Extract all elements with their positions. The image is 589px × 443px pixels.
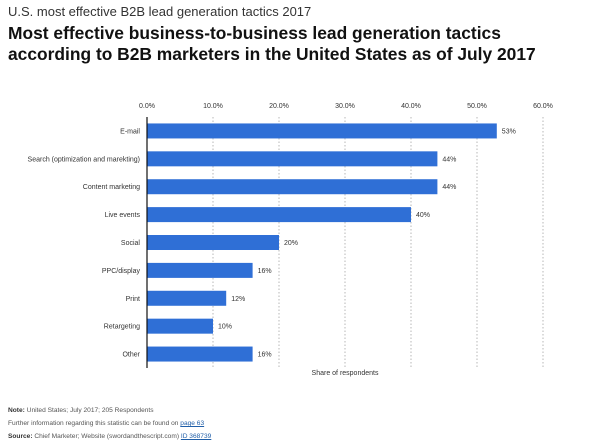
data-label: 20% xyxy=(284,240,298,247)
bar xyxy=(147,179,438,195)
further-info-text: Further information regarding this stati… xyxy=(8,420,179,427)
data-label: 44% xyxy=(442,184,456,191)
category-label: Other xyxy=(122,352,140,359)
x-tick-label: 0.0% xyxy=(139,103,155,110)
bar-chart: 0.0% 10.0% 20.0% 30.0% 40.0% 50.0% 60.0% E-mail… xyxy=(28,103,553,377)
category-label: Live events xyxy=(105,212,141,219)
bar xyxy=(147,318,213,334)
chart-notes: Note: United States; July 2017; 205 Resp… xyxy=(8,404,211,443)
category-label: E-mail xyxy=(120,128,140,135)
x-axis-title: Share of respondents xyxy=(312,370,379,377)
page-link[interactable]: page 63 xyxy=(180,420,205,427)
note-label: Note: xyxy=(8,407,25,414)
x-tick-label: 60.0% xyxy=(533,103,553,110)
data-label: 10% xyxy=(218,324,232,331)
bar xyxy=(147,346,253,362)
category-label: Retargeting xyxy=(104,324,140,331)
bar xyxy=(147,235,279,250)
x-tick-label: 20.0% xyxy=(269,103,289,110)
data-label: 40% xyxy=(416,212,430,219)
data-label: 16% xyxy=(258,352,272,359)
source-text: Chief Marketer; Website (swordandthescri… xyxy=(34,433,180,440)
source-label: Source: xyxy=(8,433,33,440)
category-label: Social xyxy=(121,240,141,247)
source-line: Source: Chief Marketer; Website (swordan… xyxy=(8,430,211,443)
category-label: Search (optimization and marekting) xyxy=(28,156,140,163)
further-info-line: Further information regarding this stati… xyxy=(8,417,211,430)
data-label: 53% xyxy=(502,128,516,135)
x-tick-label: 50.0% xyxy=(467,103,487,110)
note-line: Note: United States; July 2017; 205 Resp… xyxy=(8,404,211,417)
x-tick-label: 40.0% xyxy=(401,103,421,110)
statistic-id-link[interactable]: ID 368739 xyxy=(180,433,212,440)
category-label: Print xyxy=(126,296,140,303)
bar xyxy=(147,207,411,223)
note-text: United States; July 2017; 205 Respondent… xyxy=(26,407,154,414)
category-label: Content marketing xyxy=(83,184,140,191)
bar xyxy=(147,151,438,167)
bar xyxy=(147,123,497,139)
data-label: 44% xyxy=(442,156,456,163)
data-label: 12% xyxy=(231,296,245,303)
bar xyxy=(147,290,227,306)
chart-title: Most effective business-to-business lead… xyxy=(8,23,536,64)
category-label: PPC/display xyxy=(102,268,141,275)
chart-supertitle: U.S. most effective B2B lead generation … xyxy=(8,4,312,19)
data-label: 16% xyxy=(258,268,272,275)
bar xyxy=(147,262,253,278)
x-tick-label: 10.0% xyxy=(203,103,223,110)
x-tick-label: 30.0% xyxy=(335,103,355,110)
